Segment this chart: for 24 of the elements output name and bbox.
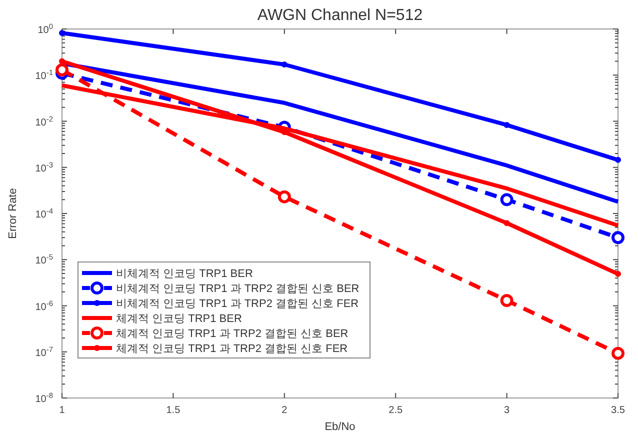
y-tick-label: 10$^{-3}$: [35, 160, 53, 174]
x-tick-label: 2: [282, 405, 288, 416]
y-tick-label: 10$^{-4}$: [35, 206, 53, 220]
y-tick-label: 10$^{0}$: [38, 22, 53, 36]
legend-label: 체계적 인코딩 TRP1 과 TRP2 결합된 신호 BER: [116, 328, 348, 340]
legend-label: 비체계적 인코딩 TRP1 BER: [116, 268, 253, 280]
y-tick-label: 10$^{-6}$: [35, 298, 53, 313]
x-axis-title: Eb/No: [324, 421, 356, 433]
y-tick-label: 10$^{-1}$: [35, 68, 53, 82]
y-tick-label: 10$^{-7}$: [35, 344, 53, 359]
x-tick-label: 2.5: [388, 405, 403, 416]
legend-label: 체계적 인코딩 TRP1 과 TRP2 결합된 신호 FER: [116, 343, 348, 355]
chart-title: AWGN Channel N=512: [257, 7, 423, 24]
legend-label: 비체계적 인코딩 TRP1 과 TRP2 결합된 신호 BER: [116, 283, 360, 295]
x-tick-label: 3: [504, 405, 510, 416]
x-tick-label: 1: [59, 405, 66, 416]
x-tick-label: 3.5: [611, 405, 626, 416]
y-tick-label: 10$^{-5}$: [35, 252, 53, 267]
y-axis-title: Error Rate: [7, 188, 19, 239]
y-tick-label: 10$^{-8}$: [35, 390, 53, 405]
x-tick-label: 1.5: [166, 405, 181, 416]
y-tick-label: 10$^{-2}$: [35, 114, 53, 128]
legend-label: 비체계적 인코딩 TRP1 과 TRP2 결합된 신호 FER: [116, 298, 359, 310]
legend-label: 체계적 인코딩 TRP1 BER: [116, 313, 242, 325]
